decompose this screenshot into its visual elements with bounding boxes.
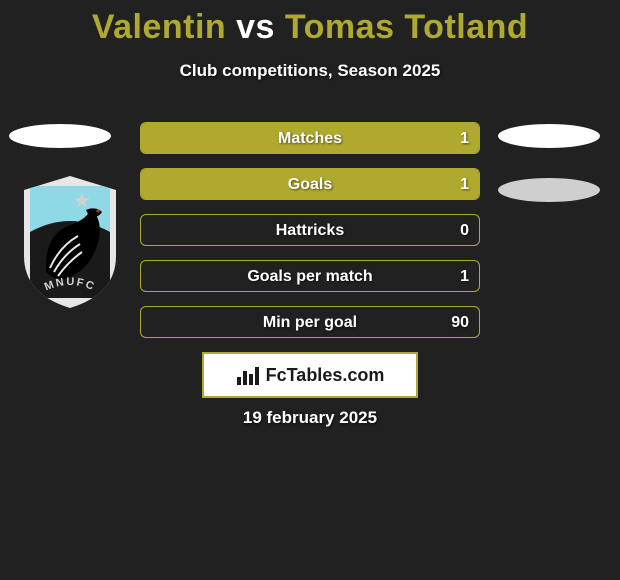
player1-name: Valentin (92, 8, 226, 46)
player2-placeholder-ellipse-1 (498, 124, 600, 148)
stat-label: Goals (141, 169, 479, 201)
stat-label: Matches (141, 123, 479, 155)
player2-name: Tomas Totland (285, 8, 528, 46)
player1-placeholder-ellipse (9, 124, 111, 148)
branding-text: FcTables.com (266, 365, 385, 386)
stat-value: 90 (451, 307, 469, 339)
vs-label: vs (236, 8, 275, 46)
branding-box[interactable]: FcTables.com (202, 352, 418, 398)
stat-label: Hattricks (141, 215, 479, 247)
club-badge: MNUFC (20, 176, 120, 308)
stat-row: Goals1 (140, 168, 480, 200)
stat-value: 0 (460, 215, 469, 247)
subtitle: Club competitions, Season 2025 (0, 61, 620, 81)
stat-row: Min per goal90 (140, 306, 480, 338)
stat-label: Goals per match (141, 261, 479, 293)
date-label: 19 february 2025 (0, 408, 620, 428)
player2-placeholder-ellipse-2 (498, 178, 600, 202)
stats-panel: Matches1Goals1Hattricks0Goals per match1… (140, 122, 480, 352)
stat-value: 1 (460, 169, 469, 201)
bars-icon (236, 365, 260, 385)
stat-value: 1 (460, 261, 469, 293)
club-badge-svg: MNUFC (20, 176, 120, 308)
stat-row: Hattricks0 (140, 214, 480, 246)
stat-value: 1 (460, 123, 469, 155)
stat-row: Goals per match1 (140, 260, 480, 292)
stat-label: Min per goal (141, 307, 479, 339)
stat-row: Matches1 (140, 122, 480, 154)
page-title: Valentin vs Tomas Totland (0, 0, 620, 47)
